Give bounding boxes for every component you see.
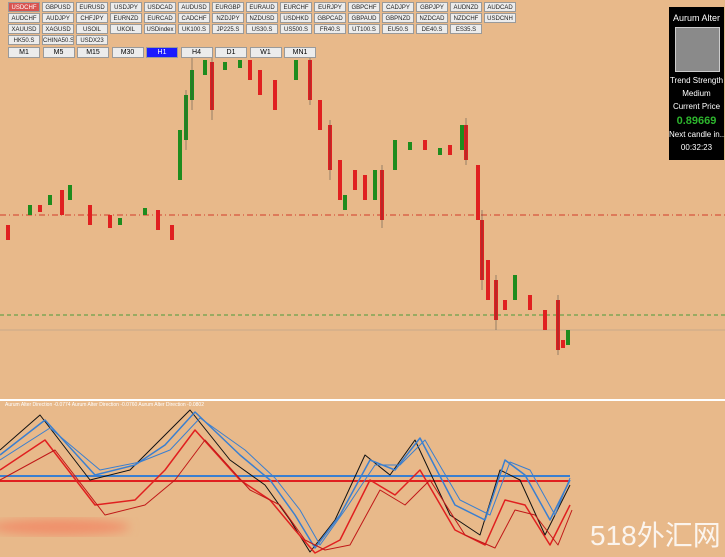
symbol-button[interactable]: GBPCAD (314, 13, 346, 23)
info-panel: Aurum Alter Trend Strength Medium Curren… (669, 7, 725, 160)
symbol-button[interactable]: USDindex (144, 24, 176, 34)
symbol-button[interactable]: USDCNH (484, 13, 516, 23)
symbol-button[interactable]: US500.S (280, 24, 312, 34)
value: Medium (682, 89, 711, 98)
symbol-button[interactable]: AUDNZD (450, 2, 482, 12)
symbol-button[interactable]: UK100.S (178, 24, 210, 34)
timeframe-button[interactable]: M30 (111, 47, 144, 58)
symbol-button[interactable]: XAGUSD (42, 24, 74, 34)
symbol-button[interactable]: JP225.S (212, 24, 244, 34)
symbol-button[interactable]: USDHKD (280, 13, 312, 23)
blur (0, 519, 130, 535)
indicator-lines (0, 409, 573, 554)
candles-bear (6, 60, 565, 350)
symbol-button[interactable]: UKOIL (110, 24, 142, 34)
symbol-button[interactable]: GBPCHF (348, 2, 380, 12)
symbol-button[interactable]: EURUSD (76, 2, 108, 12)
symbol-button[interactable]: GBPAUD (348, 13, 380, 23)
timeframe-button[interactable]: M5 (42, 47, 75, 58)
timeframe-button[interactable]: MN1 (284, 47, 316, 58)
symbol-button[interactable]: EURCAD (144, 13, 176, 23)
timeframe-button[interactable]: H1 (146, 47, 178, 58)
symbol-button[interactable]: EU50.S (382, 24, 414, 34)
symbol-button[interactable]: USOIL (76, 24, 108, 34)
symbol-button[interactable]: GBPJPY (416, 2, 448, 12)
symbol-button[interactable]: CHFJPY (76, 13, 108, 23)
candles-bull (28, 60, 570, 345)
symbol-button[interactable]: AUDJPY (42, 13, 74, 23)
symbol-button[interactable]: AUDUSD (178, 2, 210, 12)
symbol-button[interactable]: NZDCAD (416, 13, 448, 23)
symbol-button[interactable]: EURAUD (246, 2, 278, 12)
symbol-button[interactable]: USDCAD (144, 2, 176, 12)
symbol-button[interactable]: EURJPY (314, 2, 346, 12)
indicator-label: Aurum Alter Direction -0.0774 Aurum Alte… (5, 402, 204, 408)
timeframe-button[interactable]: D1 (215, 47, 247, 58)
symbol-button[interactable]: NZDUSD (246, 13, 278, 23)
symbol-button[interactable]: US30.S (246, 24, 278, 34)
symbol-button[interactable]: NZDCHF (450, 13, 482, 23)
timeframe-button[interactable]: M15 (77, 47, 109, 58)
symbol-button[interactable]: XAUUSD (8, 24, 40, 34)
symbol-button[interactable]: CADCHF (178, 13, 210, 23)
timeframe-button[interactable]: W1 (249, 47, 282, 58)
symbol-button[interactable]: USDJPY (110, 2, 142, 12)
symbol-button[interactable]: UT100.S (348, 24, 380, 34)
symbol-button[interactable]: CHINA50.S (42, 35, 74, 45)
watermark: 518外汇网 (590, 520, 721, 551)
symbol-button[interactable]: USDX23 (76, 35, 108, 45)
symbol-button[interactable]: EURGBP (212, 2, 244, 12)
symbol-button[interactable]: DE40.S (416, 24, 448, 34)
price: 0.89669 (676, 115, 717, 127)
label: Next candle in... (669, 130, 725, 139)
symbol-button[interactable]: HK50.S (8, 35, 40, 45)
symbol-button[interactable]: AUDCHF (8, 13, 40, 23)
panel-box (675, 27, 720, 72)
symbol-button[interactable]: EURNZD (110, 13, 142, 23)
symbol-button[interactable]: GBPNZD (382, 13, 414, 23)
wicks (185, 50, 559, 355)
timeframe-button[interactable]: M1 (8, 47, 40, 58)
symbol-button[interactable]: USDCHF (8, 2, 40, 12)
symbol-button[interactable]: ES35.S (450, 24, 482, 34)
symbol-button[interactable]: CADJPY (382, 2, 414, 12)
timeframe-button[interactable]: H4 (180, 47, 213, 58)
symbol-button[interactable]: EURCHF (280, 2, 312, 12)
symbol-button[interactable]: AUDCAD (484, 2, 516, 12)
symbol-button[interactable]: GBPUSD (42, 2, 74, 12)
symbol-button[interactable]: NZDJPY (212, 13, 244, 23)
timer: 00:32:23 (680, 143, 713, 152)
panel-title: Aurum Alter (672, 13, 721, 23)
label: Trend Strength (669, 76, 724, 85)
symbol-button[interactable]: FR40.S (314, 24, 346, 34)
label: Current Price (672, 102, 721, 111)
